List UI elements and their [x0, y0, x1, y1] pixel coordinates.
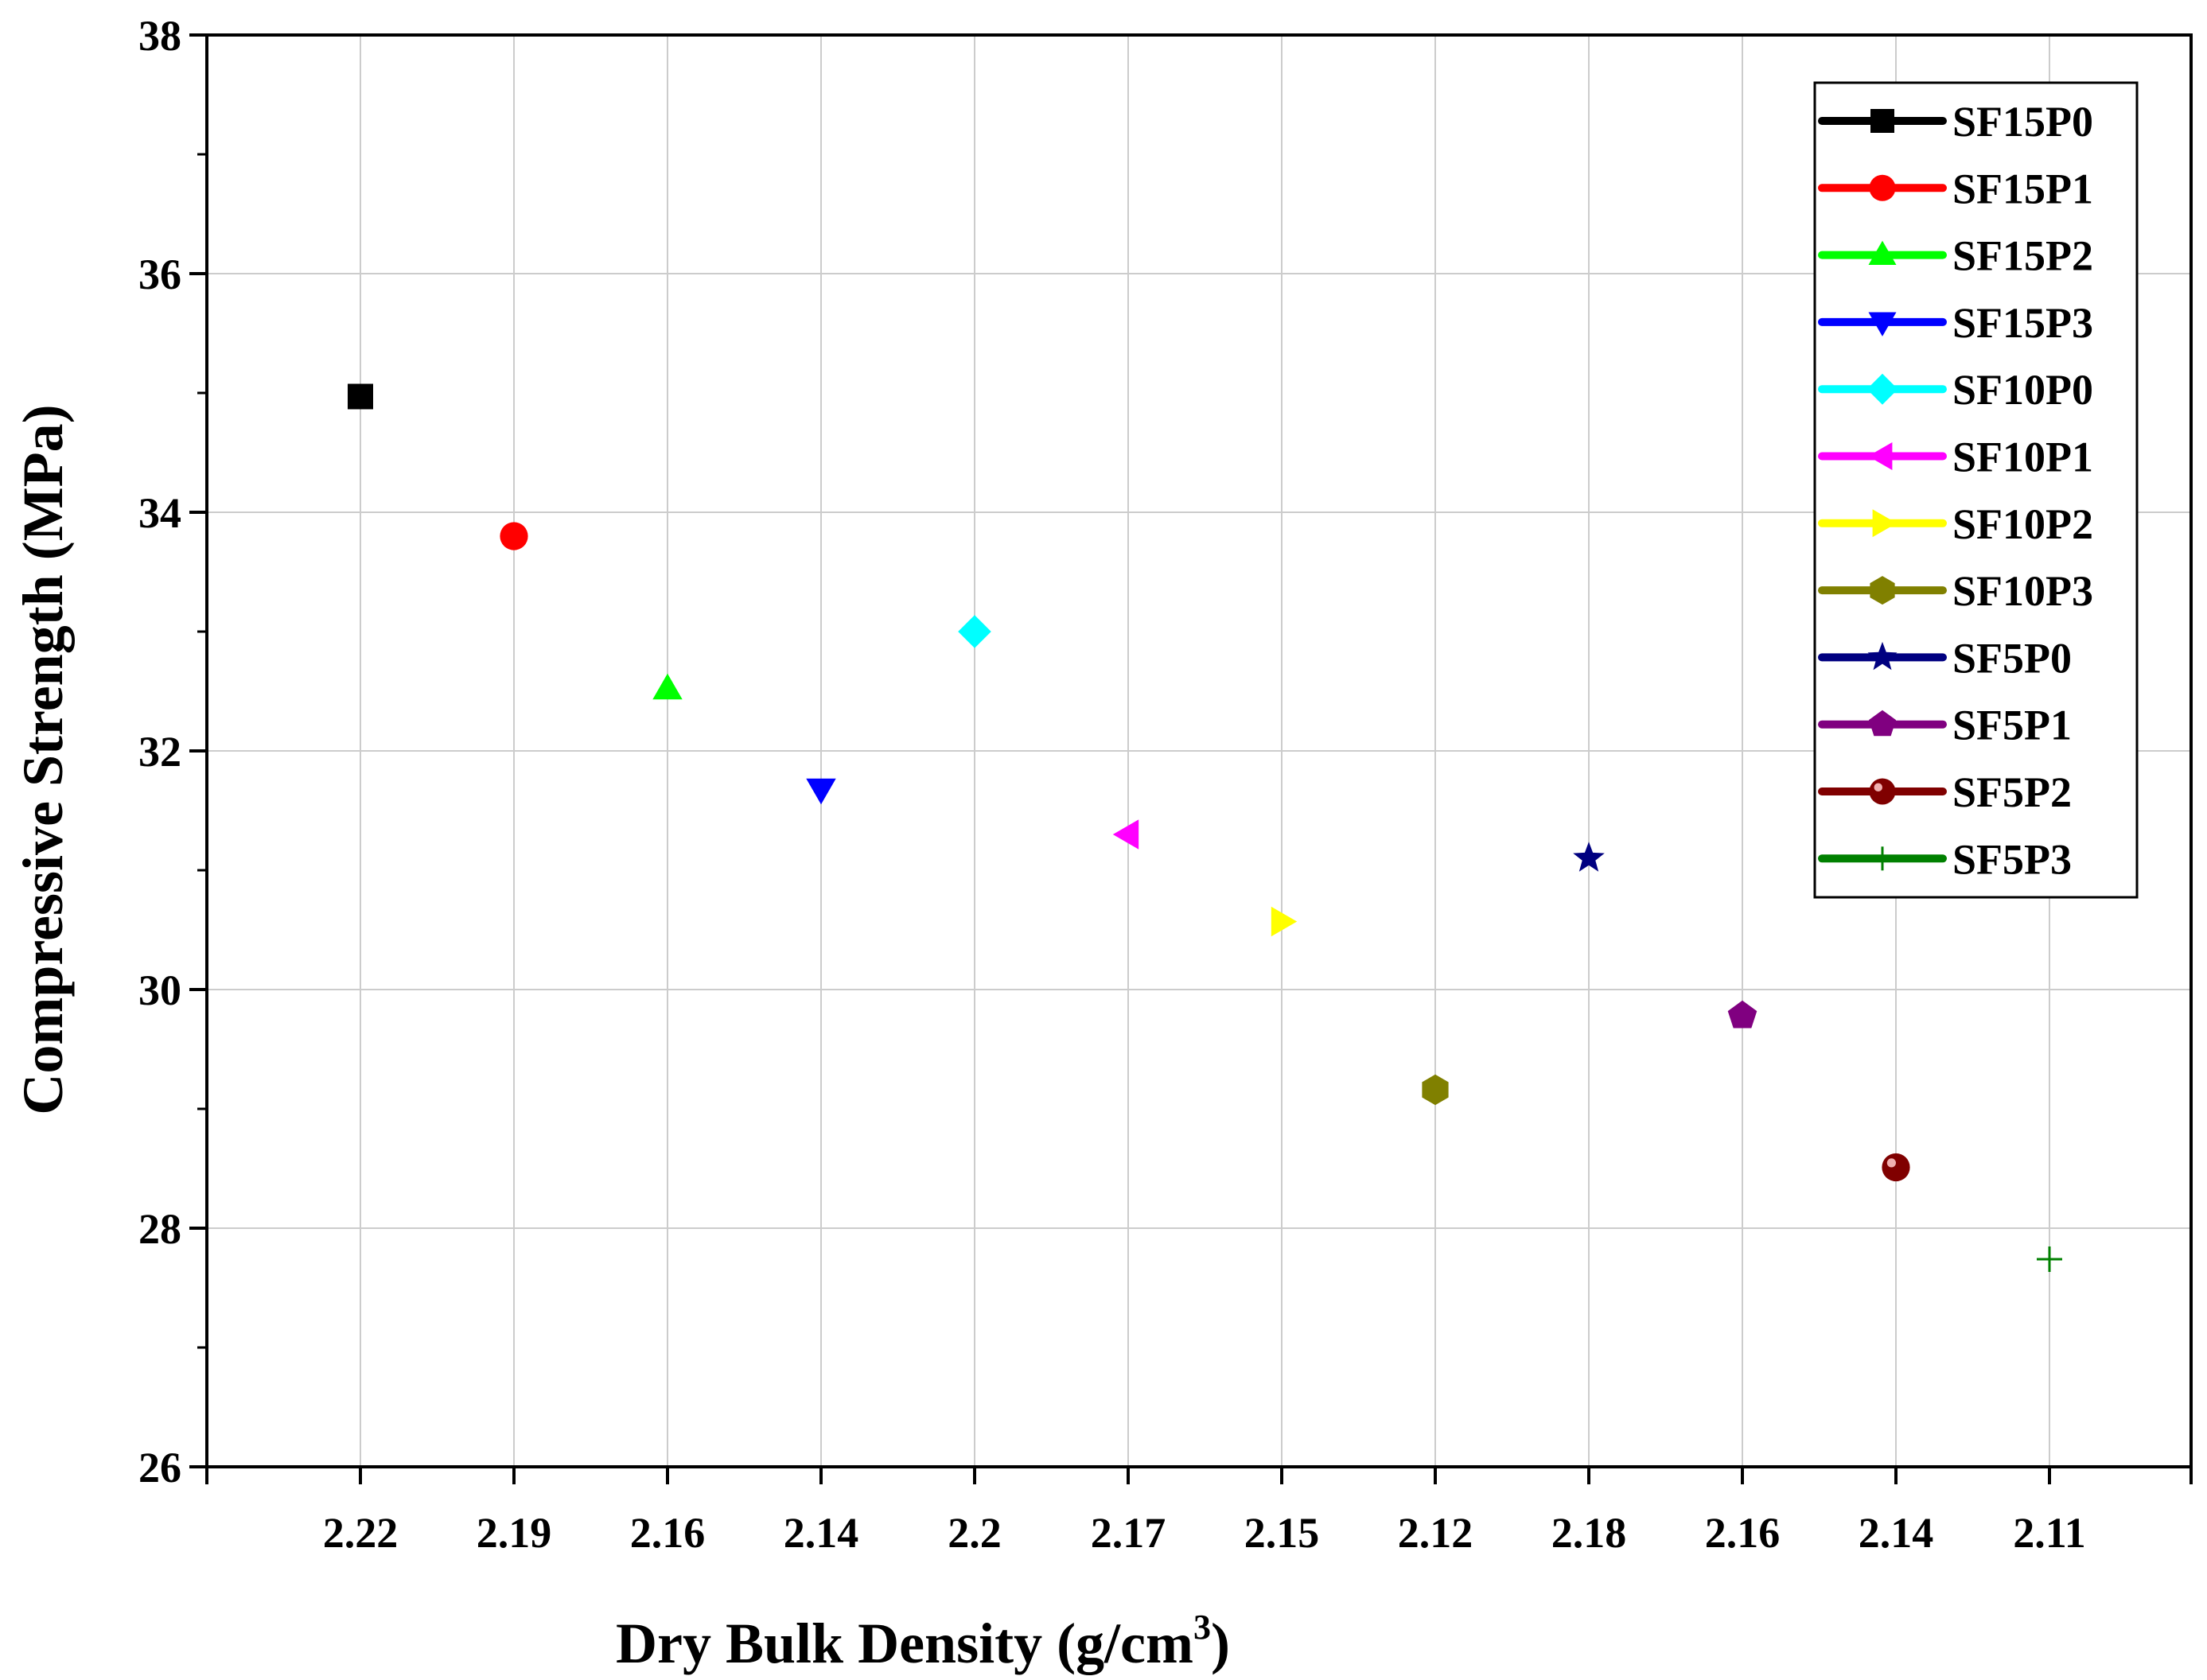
legend-label: SF10P1 [1952, 434, 2093, 481]
legend-marker-sf15p2 [1868, 240, 1897, 265]
legend-label: SF10P3 [1952, 567, 2093, 615]
legend-marker-sf10p0 [1866, 373, 1898, 405]
data-point-sf15p0 [348, 383, 373, 410]
data-point-sf5p3 [2037, 1246, 2062, 1272]
x-tick-label: 2.19 [477, 1509, 552, 1557]
legend-label: SF5P2 [1952, 768, 2072, 816]
data-point-sf5p1 [1727, 1000, 1757, 1029]
y-tick-label: 32 [138, 728, 181, 776]
data-point-sf5p0 [1573, 842, 1605, 872]
legend-marker-sf5p0 [1867, 641, 1898, 671]
legend-label: SF15P0 [1952, 98, 2093, 146]
y-tick-label: 26 [138, 1444, 181, 1491]
legend-label: SF15P2 [1952, 232, 2093, 280]
x-tick-label: 2.15 [1244, 1509, 1320, 1557]
data-point-sf10p2 [1271, 906, 1298, 937]
y-tick-label: 28 [138, 1205, 181, 1253]
legend-label: SF10P0 [1952, 366, 2093, 414]
data-point-sf10p1 [1112, 819, 1139, 850]
data-point-sf10p0 [958, 615, 991, 648]
y-tick-label: 36 [138, 251, 181, 298]
data-point-sf15p2 [652, 673, 683, 700]
legend-marker-sf15p0 [1870, 109, 1894, 133]
x-tick-label: 2.14 [1859, 1509, 1934, 1557]
data-point-sf5p2 [1882, 1153, 1910, 1182]
legend-marker-sf5p3 [1870, 846, 1894, 871]
legend-label: SF15P3 [1952, 299, 2093, 347]
tick-labels: 26 28 30 32 34 36 38 2.22 2.19 2.16 2.14 2.2 2.17 2.1… [138, 12, 2086, 1557]
legend-label: SF5P0 [1952, 634, 2072, 682]
axis-ticks [189, 33, 2193, 1484]
legend-marker-sf15p1 [1869, 174, 1896, 201]
legend-marker-sf15p3 [1868, 312, 1897, 336]
y-tick-label: 34 [138, 489, 181, 537]
data-point-sf15p1 [500, 522, 528, 550]
legend-marker-sf10p3 [1870, 576, 1895, 605]
legend-marker-sf5p1 [1868, 710, 1897, 737]
legend-label: SF5P3 [1952, 835, 2072, 883]
legend-box [1813, 81, 2139, 899]
data-point-sf10p3 [1422, 1074, 1449, 1106]
y-tick-label: 30 [138, 966, 181, 1014]
x-tick-label: 2.16 [630, 1509, 706, 1557]
legend-marker-sf10p1 [1868, 442, 1893, 470]
legend-label: SF5P1 [1952, 702, 2072, 749]
legend: SF15P0 SF15P1 SF15P2 SF15P3 SF10P0 SF10P1 SF10… [1813, 81, 2139, 899]
x-tick-label: 2.11 [2013, 1509, 2086, 1557]
x-tick-label: 2.16 [1705, 1509, 1781, 1557]
data-points [348, 383, 2062, 1272]
data-point-sf15p3 [806, 778, 836, 805]
x-tick-label: 2.18 [1551, 1509, 1627, 1557]
x-tick-label: 2.17 [1091, 1509, 1166, 1557]
x-tick-label: 2.2 [948, 1509, 1002, 1557]
legend-label: SF15P1 [1952, 165, 2093, 212]
legend-label: SF10P2 [1952, 500, 2093, 548]
y-axis-title: Compressive Strength (MPa) [11, 404, 75, 1114]
x-axis-title: Dry Bulk Density (g/cm3) [616, 1608, 1230, 1675]
x-tick-label: 2.14 [784, 1509, 859, 1557]
legend-marker-sf5p2 [1869, 778, 1896, 805]
legend-marker-sf10p2 [1872, 509, 1897, 538]
x-tick-label: 2.12 [1398, 1509, 1473, 1557]
y-tick-label: 38 [138, 12, 181, 60]
x-tick-label: 2.22 [323, 1509, 399, 1557]
